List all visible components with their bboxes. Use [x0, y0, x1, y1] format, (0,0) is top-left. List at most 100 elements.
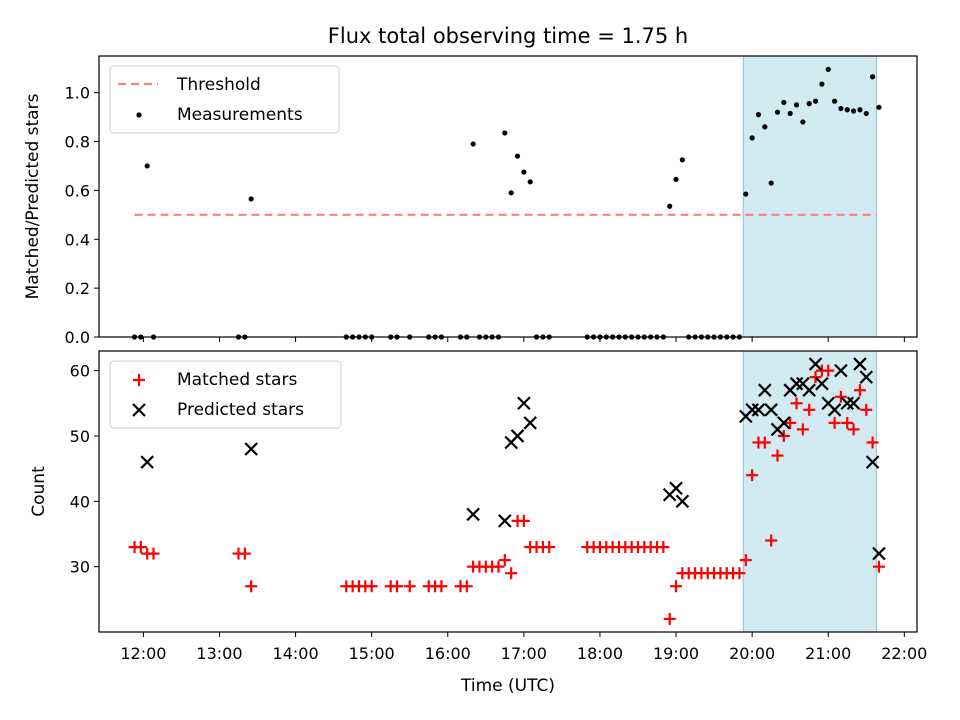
matched-star-marker-32	[543, 541, 556, 554]
measurement-point-61	[762, 124, 768, 130]
matched-star-marker-1	[134, 541, 147, 554]
legend-matched-label: Matched stars	[177, 370, 297, 390]
measurement-point-73	[838, 105, 844, 112]
matched-star-marker-67	[796, 423, 809, 436]
legend-matched-swatch	[133, 374, 145, 386]
top-y-tick-label-0: 0.0	[65, 328, 90, 347]
matched-star-marker-25	[498, 554, 511, 567]
top-y-tick-label-2: 0.4	[65, 230, 90, 249]
matched-star-marker-75	[847, 423, 860, 436]
matched-star-marker-26	[505, 567, 518, 580]
predicted-star-marker-22	[808, 357, 823, 371]
predicted-star-marker-31	[865, 455, 880, 469]
matched-star-marker-28	[517, 514, 530, 527]
measurement-points	[131, 66, 882, 340]
top-y-ticks: 0.0 0.2 0.4 0.6 0.8 1.0	[65, 84, 99, 347]
x-tick-label-4: 16:00	[425, 644, 471, 663]
top-panel: 0.0 0.2 0.4 0.6 0.8 1.0 Matched/Predicted sta…	[23, 55, 918, 347]
legend-threshold-label: Threshold	[176, 75, 261, 95]
top-y-axis-label: Matched/Predicted stars	[23, 93, 43, 299]
measurement-point-78	[870, 74, 876, 80]
matched-star-marker-17	[435, 580, 448, 593]
measurement-point-72	[831, 98, 838, 104]
measurement-point-76	[857, 107, 863, 113]
matched-star-marker-66	[790, 397, 803, 410]
top-y-tick-label-3: 0.6	[65, 181, 90, 200]
matched-star-marker-46	[663, 612, 676, 625]
predicted-star-marker-17	[777, 416, 791, 430]
measurement-point-64	[781, 99, 787, 106]
bottom-x-ticks: 12:00 13:00 14:00 15:00 16:00 17:00 18:00 19:00…	[120, 632, 927, 663]
matched-star-marker-61	[758, 436, 771, 449]
bottom-y-tick-label-2: 50	[70, 427, 90, 446]
top-y-tick-label-5: 1.0	[65, 84, 90, 103]
top-y-tick-label-1: 0.2	[65, 279, 90, 298]
measurement-point-68	[806, 101, 812, 107]
predicted-star-marker-12	[745, 403, 759, 417]
matched-star-marker-65	[784, 416, 797, 429]
matched-star-marker-62	[765, 534, 778, 547]
measurement-point-58	[743, 191, 749, 197]
predicted-star-marker-23	[815, 376, 829, 391]
predicted-star-marker-6	[517, 396, 531, 411]
predicted-star-marker-9	[669, 481, 683, 496]
predicted-star-marker-3	[498, 514, 512, 528]
matched-star-marker-24	[492, 560, 505, 573]
matched-star-marker-77	[860, 403, 873, 416]
bottom-y-tick-label-0: 30	[70, 558, 90, 577]
x-tick-label-2: 14:00	[273, 644, 319, 663]
predicted-star-marker-2	[466, 507, 480, 522]
bottom-y-ticks: 30 40 50 60	[70, 362, 99, 577]
measurement-point-70	[819, 81, 825, 87]
measurement-point-48	[679, 157, 685, 163]
x-tick-label-3: 15:00	[349, 644, 395, 663]
measurement-point-6	[248, 196, 254, 202]
predicted-star-marker-7	[523, 416, 537, 430]
matched-star-marker-78	[866, 436, 879, 449]
predicted-star-marker-10	[675, 494, 690, 509]
top-plot-frame	[98, 55, 918, 338]
x-axis-label: Time (UTC)	[460, 676, 555, 696]
bottom-legend-box	[109, 360, 342, 429]
predicted-star-marker-5	[510, 429, 525, 443]
measurement-point-62	[768, 180, 774, 186]
predicted-star-marker-28	[846, 396, 861, 411]
matched-star-marker-63	[771, 449, 784, 462]
top-legend: Threshold Measurements	[109, 65, 340, 134]
x-tick-label-9: 21:00	[805, 644, 851, 663]
legend-measurements-label: Measurements	[177, 105, 303, 125]
measurement-point-77	[863, 110, 869, 117]
x-tick-label-1: 13:00	[196, 644, 242, 663]
bottom-legend: Matched stars Predicted stars	[109, 360, 342, 429]
matched-star-markers	[128, 364, 885, 625]
matched-star-marker-11	[365, 580, 378, 593]
predicted-star-marker-0	[140, 455, 154, 469]
matched-star-marker-19	[460, 580, 473, 593]
measurement-point-28	[521, 169, 527, 175]
matched-star-marker-13	[391, 580, 404, 593]
matched-star-marker-73	[834, 390, 847, 403]
bottom-y-tick-label-1: 40	[70, 492, 90, 511]
x-tick-label-8: 20:00	[729, 644, 775, 663]
matched-star-marker-76	[853, 384, 866, 397]
top-y-tick-label-4: 0.8	[65, 133, 90, 152]
measurement-point-75	[850, 108, 857, 114]
matched-star-marker-68	[803, 403, 816, 416]
x-tick-label-5: 17:00	[501, 644, 547, 663]
measurement-point-67	[800, 119, 806, 125]
chart-title: Flux total observing time = 1.75 h	[328, 24, 688, 48]
measurement-point-20	[470, 141, 476, 147]
predicted-star-marker-26	[834, 363, 848, 378]
measurement-point-79	[876, 104, 882, 110]
bottom-y-axis-label: Count	[29, 466, 49, 517]
x-tick-label-0: 12:00	[120, 644, 166, 663]
measurement-point-60	[755, 112, 762, 118]
measurement-point-25	[502, 130, 508, 136]
measurement-point-71	[825, 66, 831, 73]
observing-window-shade-bottom	[742, 350, 877, 633]
matched-star-marker-45	[657, 541, 670, 554]
matched-star-marker-6	[245, 580, 258, 593]
predicted-star-marker-29	[853, 357, 867, 371]
matched-star-marker-59	[746, 469, 759, 482]
